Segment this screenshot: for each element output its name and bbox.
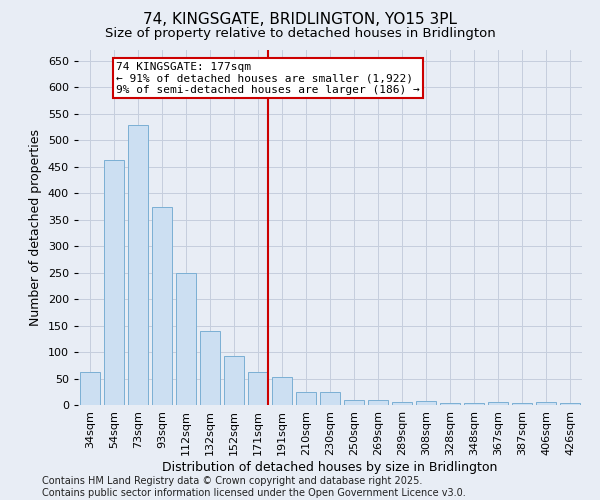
Bar: [104, 160, 124, 405]
Bar: [416, 402, 436, 405]
Bar: [200, 331, 220, 405]
Bar: [512, 404, 532, 405]
Bar: [464, 404, 484, 405]
Bar: [368, 400, 388, 405]
Bar: [248, 372, 268, 405]
Bar: [536, 402, 556, 405]
Bar: [176, 273, 196, 405]
Bar: [80, 372, 100, 405]
Text: Contains HM Land Registry data © Crown copyright and database right 2025.
Contai: Contains HM Land Registry data © Crown c…: [42, 476, 466, 498]
Text: Size of property relative to detached houses in Bridlington: Size of property relative to detached ho…: [104, 28, 496, 40]
Bar: [344, 400, 364, 405]
Bar: [224, 356, 244, 405]
Bar: [488, 402, 508, 405]
Bar: [440, 403, 460, 405]
Bar: [152, 208, 172, 405]
Bar: [320, 392, 340, 405]
Text: 74, KINGSGATE, BRIDLINGTON, YO15 3PL: 74, KINGSGATE, BRIDLINGTON, YO15 3PL: [143, 12, 457, 28]
Bar: [296, 392, 316, 405]
Bar: [560, 404, 580, 405]
X-axis label: Distribution of detached houses by size in Bridlington: Distribution of detached houses by size …: [163, 460, 497, 473]
Y-axis label: Number of detached properties: Number of detached properties: [29, 129, 42, 326]
Bar: [128, 125, 148, 405]
Bar: [272, 377, 292, 405]
Bar: [392, 402, 412, 405]
Text: 74 KINGSGATE: 177sqm
← 91% of detached houses are smaller (1,922)
9% of semi-det: 74 KINGSGATE: 177sqm ← 91% of detached h…: [116, 62, 420, 95]
